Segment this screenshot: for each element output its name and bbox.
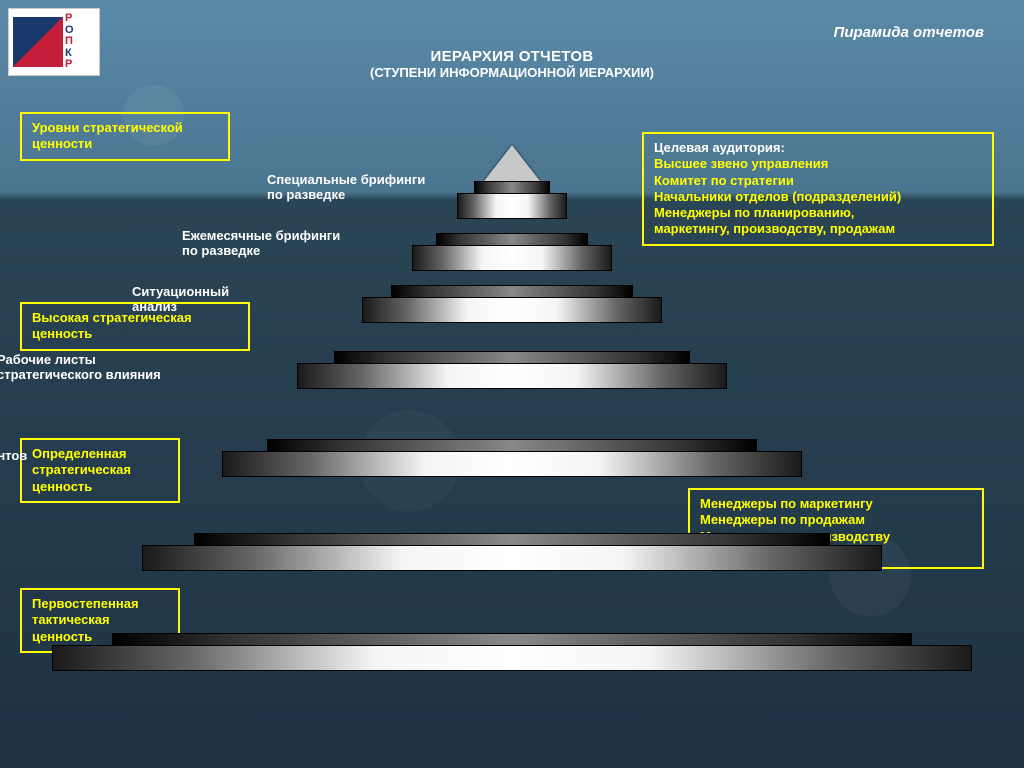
pyramid-tier-label: Ситуационный анализ	[132, 285, 229, 315]
pyramid-tier-label: Рабочие листы стратегического влияния	[0, 353, 161, 383]
pyramid-slab-face	[457, 193, 567, 219]
pyramid-tier: Специальные брифинги по разведке	[457, 181, 567, 219]
pyramid-slab-rim	[436, 233, 588, 245]
header-line1: ИЕРАРХИЯ ОТЧЕТОВ	[0, 48, 1024, 65]
page-header: ИЕРАРХИЯ ОТЧЕТОВ (СТУПЕНИ ИНФОРМАЦИОННОЙ…	[0, 48, 1024, 80]
pyramid-tier: Ситуационный анализ	[362, 285, 662, 323]
box-target-audience: Целевая аудитория:Высшее звено управлени…	[642, 132, 994, 246]
pyramid-slab-face	[412, 245, 612, 271]
pyramid-slab-rim	[194, 533, 830, 545]
pyramid-tier-label: Специальные брифинги по разведке	[267, 173, 425, 203]
pyramid-slab	[222, 439, 802, 477]
pyramid-slab	[52, 633, 972, 671]
pyramid-tier-label: Ежемесячные брифинги по разведке	[182, 229, 340, 259]
pyramid-tier: Ежемесячные брифинги по разведке	[412, 233, 612, 271]
pyramid-apex	[484, 145, 540, 181]
pyramid-tier: Ежемесячные бюллетени новостей	[142, 533, 882, 571]
pyramid-slab-rim	[112, 633, 912, 645]
pyramid-slab-face	[142, 545, 882, 571]
pyramid-slab-rim	[391, 285, 633, 297]
pyramid-tier-label: Профили конкурентов	[0, 449, 27, 464]
header-line2: (СТУПЕНИ ИНФОРМАЦИОННОЙ ИЕРАРХИИ)	[0, 65, 1024, 80]
pyramid-slab	[457, 181, 567, 219]
box-strategic-levels: Уровни стратегической ценности	[20, 112, 230, 161]
pyramid-slab	[362, 285, 662, 323]
pyramid-slab-rim	[474, 181, 550, 193]
pyramid-slab-rim	[334, 351, 690, 363]
pyramid-slab	[297, 351, 727, 389]
pyramid-slab-rim	[267, 439, 757, 451]
pyramid-tier: Базы данных	[52, 633, 972, 671]
pyramid-slab-face	[362, 297, 662, 323]
pyramid-tier: Рабочие листы стратегического влияния	[297, 351, 727, 389]
logo-letter: Р	[65, 13, 74, 25]
pyramid-slab	[412, 233, 612, 271]
pyramid-slab-face	[52, 645, 972, 671]
pyramid-slab	[142, 533, 882, 571]
pyramid-slab-face	[297, 363, 727, 389]
box-defined-strategic: Определенная стратегическая ценность	[20, 438, 180, 503]
pyramid-tier: Профили конкурентов	[222, 439, 802, 477]
pyramid-slab-face	[222, 451, 802, 477]
corner-title: Пирамида отчетов	[834, 24, 984, 41]
